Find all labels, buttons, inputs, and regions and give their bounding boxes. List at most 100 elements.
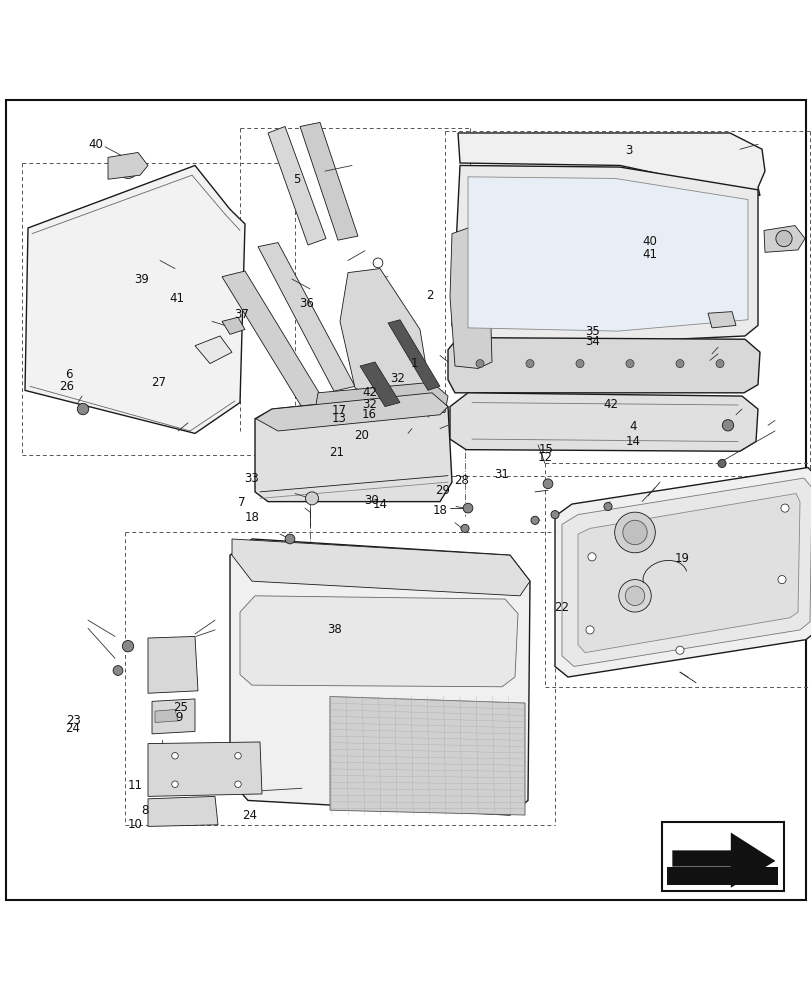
Polygon shape <box>240 596 517 687</box>
Polygon shape <box>221 271 329 417</box>
Text: 26: 26 <box>59 380 74 393</box>
Polygon shape <box>148 742 262 796</box>
Polygon shape <box>667 867 777 885</box>
Text: 12: 12 <box>538 451 552 464</box>
Bar <box>661 822 783 891</box>
Text: 29: 29 <box>435 484 449 497</box>
Circle shape <box>77 403 88 415</box>
Text: 40: 40 <box>88 138 103 151</box>
Text: 15: 15 <box>538 443 552 456</box>
Text: 25: 25 <box>173 701 187 714</box>
Circle shape <box>373 258 383 268</box>
Text: 18: 18 <box>244 511 259 524</box>
Polygon shape <box>232 539 530 596</box>
Polygon shape <box>155 709 178 722</box>
Text: 42: 42 <box>603 398 617 411</box>
Polygon shape <box>554 468 811 677</box>
Text: 27: 27 <box>151 376 165 389</box>
Polygon shape <box>449 228 491 368</box>
Polygon shape <box>148 636 198 693</box>
Text: 32: 32 <box>390 372 405 385</box>
Text: 6: 6 <box>65 368 73 381</box>
Polygon shape <box>388 320 440 390</box>
Polygon shape <box>268 126 325 245</box>
Text: 7: 7 <box>238 496 246 509</box>
Text: 10: 10 <box>127 818 142 831</box>
Text: 17: 17 <box>332 404 346 417</box>
Polygon shape <box>195 336 232 364</box>
Circle shape <box>586 626 594 634</box>
Text: 35: 35 <box>585 325 599 338</box>
Circle shape <box>234 781 241 787</box>
Text: 36: 36 <box>299 297 314 310</box>
Text: 21: 21 <box>329 446 344 459</box>
Circle shape <box>285 534 294 544</box>
Polygon shape <box>230 539 530 815</box>
Circle shape <box>777 576 785 584</box>
Polygon shape <box>452 165 757 342</box>
Circle shape <box>118 159 138 178</box>
Circle shape <box>715 360 723 368</box>
Circle shape <box>575 360 583 368</box>
Polygon shape <box>763 226 804 252</box>
Text: 2: 2 <box>426 289 434 302</box>
Polygon shape <box>448 338 759 393</box>
Polygon shape <box>707 312 735 328</box>
Polygon shape <box>359 362 400 407</box>
Circle shape <box>172 781 178 787</box>
Text: 8: 8 <box>140 804 148 817</box>
Text: 40: 40 <box>642 235 656 248</box>
Text: 3: 3 <box>624 144 633 157</box>
Polygon shape <box>152 699 195 734</box>
Text: 14: 14 <box>372 498 387 511</box>
Text: 1: 1 <box>410 357 418 370</box>
Text: 11: 11 <box>127 779 142 792</box>
Polygon shape <box>299 122 358 240</box>
Circle shape <box>618 580 650 612</box>
Text: 4: 4 <box>629 420 637 433</box>
Circle shape <box>526 360 534 368</box>
Text: 38: 38 <box>327 623 341 636</box>
Polygon shape <box>148 796 217 826</box>
Text: 14: 14 <box>625 435 640 448</box>
Circle shape <box>780 504 788 512</box>
Circle shape <box>675 646 683 654</box>
Circle shape <box>122 640 134 652</box>
Text: 39: 39 <box>135 273 149 286</box>
Polygon shape <box>329 697 525 815</box>
Polygon shape <box>255 393 452 502</box>
Polygon shape <box>561 478 811 666</box>
Polygon shape <box>467 177 747 331</box>
Circle shape <box>234 753 241 759</box>
Text: 30: 30 <box>364 493 379 506</box>
Text: 41: 41 <box>169 292 184 305</box>
Circle shape <box>172 753 178 759</box>
Polygon shape <box>25 165 245 433</box>
Text: 34: 34 <box>585 335 599 348</box>
Circle shape <box>717 459 725 468</box>
Text: 18: 18 <box>432 504 447 517</box>
Polygon shape <box>672 833 775 888</box>
Text: 24: 24 <box>66 722 80 735</box>
Polygon shape <box>340 269 430 401</box>
Circle shape <box>775 230 792 247</box>
Text: 37: 37 <box>234 308 249 321</box>
Text: 19: 19 <box>674 552 689 565</box>
Circle shape <box>625 360 633 368</box>
Polygon shape <box>258 243 354 391</box>
Circle shape <box>722 420 733 431</box>
Text: 41: 41 <box>642 248 656 261</box>
Text: 42: 42 <box>362 386 376 399</box>
Text: 13: 13 <box>332 412 346 425</box>
Polygon shape <box>577 494 799 653</box>
Text: 9: 9 <box>174 711 182 724</box>
Text: 28: 28 <box>453 474 468 487</box>
Text: 16: 16 <box>362 408 376 421</box>
Text: 22: 22 <box>554 601 569 614</box>
Circle shape <box>113 666 122 675</box>
Circle shape <box>305 492 318 505</box>
Polygon shape <box>457 133 764 196</box>
Text: 31: 31 <box>494 468 508 481</box>
Polygon shape <box>449 393 757 451</box>
Polygon shape <box>255 393 448 431</box>
